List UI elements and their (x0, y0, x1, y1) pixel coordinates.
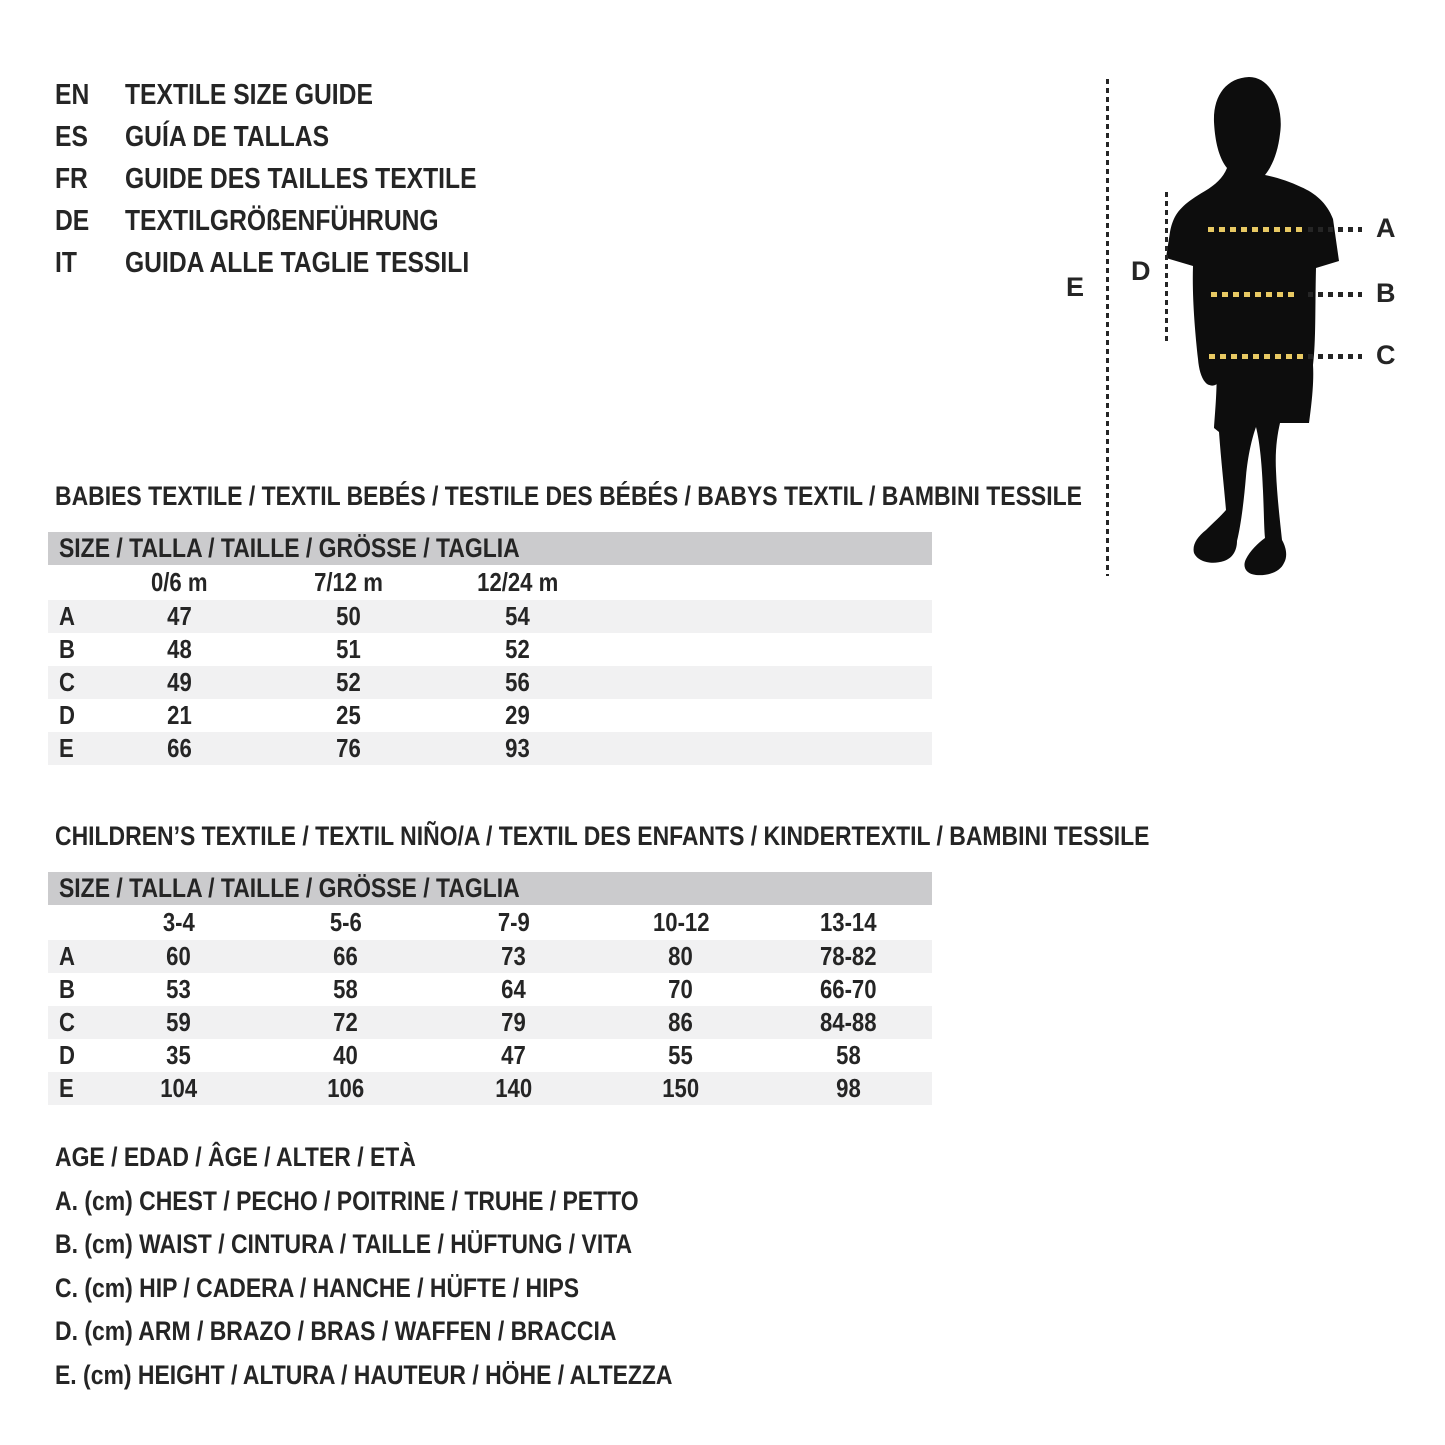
measure-label-a: A (1376, 213, 1396, 243)
legend-arm: D. (cm) ARM / BRAZO / BRAS / WAFFEN / BR… (55, 1316, 617, 1347)
waist-measure-leader-b (1308, 292, 1362, 297)
arm-measure-line-d (1165, 192, 1168, 344)
children-col-3: 10-12 (652, 907, 710, 937)
children-column-headers: 3-4 5-6 7-9 10-12 13-14 (48, 905, 932, 940)
lang-row-es: ES GUÍA DE TALLAS (55, 116, 539, 158)
child-silhouette-image (1166, 77, 1339, 576)
chest-measure-dash-a (1208, 227, 1302, 232)
babies-col-2: 12/24 m (476, 567, 559, 597)
lang-title-it: GUIDA ALLE TAGLIE TESSILI (125, 246, 470, 279)
chest-measure-leader-a (1308, 227, 1362, 232)
babies-size-table: SIZE / TALLA / TAILLE / GRÖSSE / TAGLIA … (48, 532, 932, 765)
waist-measure-dash-b (1211, 292, 1299, 297)
children-size-table: SIZE / TALLA / TAILLE / GRÖSSE / TAGLIA … (48, 872, 932, 1105)
babies-row-b: B 48 51 52 (59, 634, 530, 664)
lang-code-fr: FR (55, 162, 88, 195)
lang-code-en: EN (55, 78, 90, 111)
height-measure-line-e (1106, 79, 1109, 576)
children-col-4: 13-14 (820, 907, 877, 937)
children-row-c: C 59 72 79 86 84-88 (48, 1006, 932, 1039)
legend-height: E. (cm) HEIGHT / ALTURA / HAUTEUR / HÖHE… (55, 1359, 673, 1390)
babies-row-d: D 21 25 29 (59, 700, 530, 730)
children-col-1: 5-6 (329, 907, 362, 937)
measurement-legend: AGE / EDAD / ÂGE / ALTER / ETÀ A. (cm) C… (55, 1136, 781, 1397)
legend-age: AGE / EDAD / ÂGE / ALTER / ETÀ (55, 1142, 416, 1173)
lang-code-de: DE (55, 204, 90, 237)
children-section-title: CHILDREN’S TEXTILE / TEXTIL NIÑO/A / TEX… (55, 821, 1150, 851)
language-title-list: EN TEXTILE SIZE GUIDE ES GUÍA DE TALLAS … (55, 74, 539, 284)
hip-measure-leader-c (1308, 354, 1362, 359)
measure-label-d: D (1131, 256, 1151, 286)
lang-title-es: GUÍA DE TALLAS (125, 120, 330, 153)
lang-row-de: DE TEXTILGRÖßENFÜHRUNG (55, 200, 539, 242)
lang-title-fr: GUIDE DES TAILLES TEXTILE (125, 162, 477, 195)
babies-col-0: 0/6 m (151, 567, 208, 597)
babies-col-1: 7/12 m (314, 567, 383, 597)
lang-row-it: IT GUIDA ALLE TAGLIE TESSILI (55, 242, 539, 284)
children-row-d: D 35 40 47 55 58 (59, 1040, 861, 1070)
lang-code-it: IT (55, 246, 77, 279)
children-row-b: B 53 58 64 70 66-70 (59, 974, 877, 1004)
babies-row-e: E 66 76 93 (48, 732, 932, 765)
measure-label-c: C (1376, 340, 1396, 370)
children-row-a: A 60 66 73 80 78-82 (48, 940, 932, 973)
babies-row-a: A 47 50 54 (48, 600, 932, 633)
babies-size-header-bar: SIZE / TALLA / TAILLE / GRÖSSE / TAGLIA (48, 532, 932, 565)
children-row-e: E 104 106 140 150 98 (48, 1072, 932, 1105)
hip-measure-dash-c (1209, 354, 1304, 359)
lang-title-en: TEXTILE SIZE GUIDE (125, 78, 373, 111)
children-size-header-bar: SIZE / TALLA / TAILLE / GRÖSSE / TAGLIA (48, 872, 932, 905)
lang-code-es: ES (55, 120, 88, 153)
babies-section-title: BABIES TEXTILE / TEXTIL BEBÉS / TESTILE … (55, 481, 1082, 511)
babies-row-c: C 49 52 56 (48, 666, 932, 699)
lang-row-fr: FR GUIDE DES TAILLES TEXTILE (55, 158, 539, 200)
children-col-0: 3-4 (162, 907, 195, 937)
legend-waist: B. (cm) WAIST / CINTURA / TAILLE / HÜFTU… (55, 1229, 633, 1260)
lang-title-de: TEXTILGRÖßENFÜHRUNG (125, 204, 439, 237)
measure-label-e: E (1066, 272, 1085, 302)
legend-chest: A. (cm) CHEST / PECHO / POITRINE / TRUHE… (55, 1185, 639, 1216)
measure-label-b: B (1376, 278, 1396, 308)
babies-column-headers: 0/6 m 7/12 m 12/24 m (48, 565, 932, 600)
children-col-2: 7-9 (497, 907, 530, 937)
lang-row-en: EN TEXTILE SIZE GUIDE (55, 74, 539, 116)
legend-hip: C. (cm) HIP / CADERA / HANCHE / HÜFTE / … (55, 1272, 580, 1303)
